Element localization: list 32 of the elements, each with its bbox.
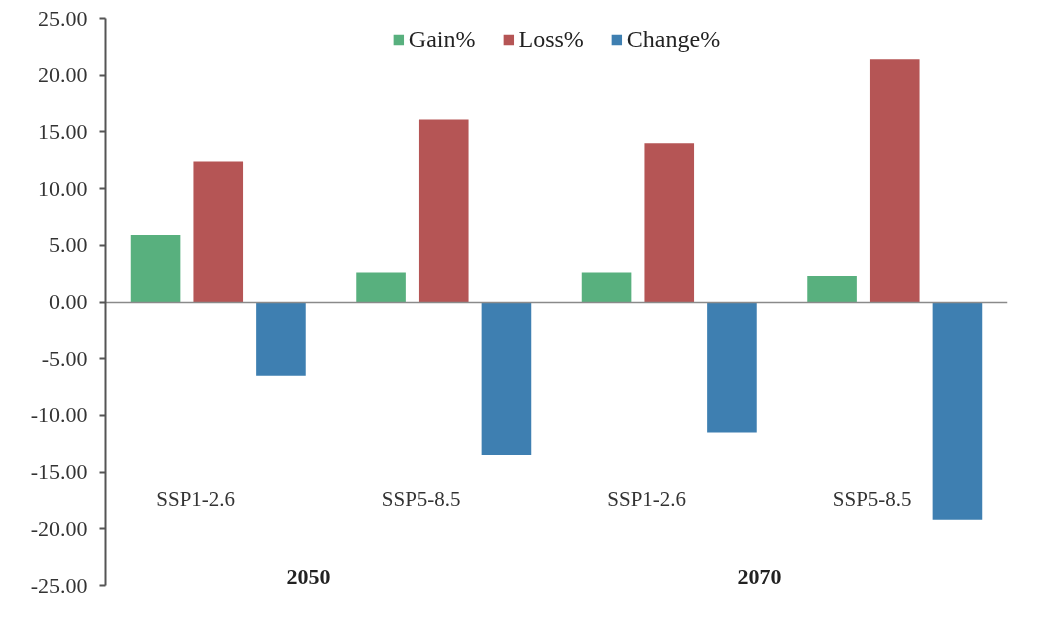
y-tick-label: -15.00: [30, 459, 88, 485]
bar: [418, 119, 469, 302]
legend-label: Gain%: [408, 26, 476, 53]
x-tick-label: SSP5-8.5: [832, 487, 912, 511]
y-tick-label: -5.00: [41, 345, 88, 371]
bar: [356, 272, 406, 302]
legend-label: Loss%: [518, 26, 584, 53]
y-tick-label: 20.00: [38, 62, 88, 88]
bar: [481, 302, 532, 456]
annotation: 2050: [286, 564, 331, 589]
y-tick-label: -10.00: [30, 402, 88, 428]
annotation: 2070: [737, 564, 782, 589]
bar: [807, 275, 857, 302]
bar: [130, 235, 181, 302]
bar: [932, 302, 983, 520]
y-tick-label: -25.00: [30, 572, 88, 598]
y-tick-label: 0.00: [49, 289, 88, 314]
bar: [256, 302, 306, 376]
x-tick-label: SSP5-8.5: [381, 487, 461, 511]
y-tick-label: 25.00: [38, 5, 88, 31]
x-tick-label: SSP1-2.6: [607, 487, 687, 511]
bar: [644, 143, 695, 302]
bar: [193, 161, 244, 302]
bar: [707, 302, 757, 433]
y-tick-label: 5.00: [49, 232, 88, 258]
y-tick-label: 10.00: [38, 175, 88, 201]
legend-label: Change%: [626, 26, 721, 53]
bar: [869, 59, 920, 302]
y-tick-label: -20.00: [30, 515, 88, 541]
x-tick-label: SSP1-2.6: [156, 487, 236, 511]
bar: [581, 272, 632, 302]
y-tick-label: 15.00: [38, 118, 88, 144]
